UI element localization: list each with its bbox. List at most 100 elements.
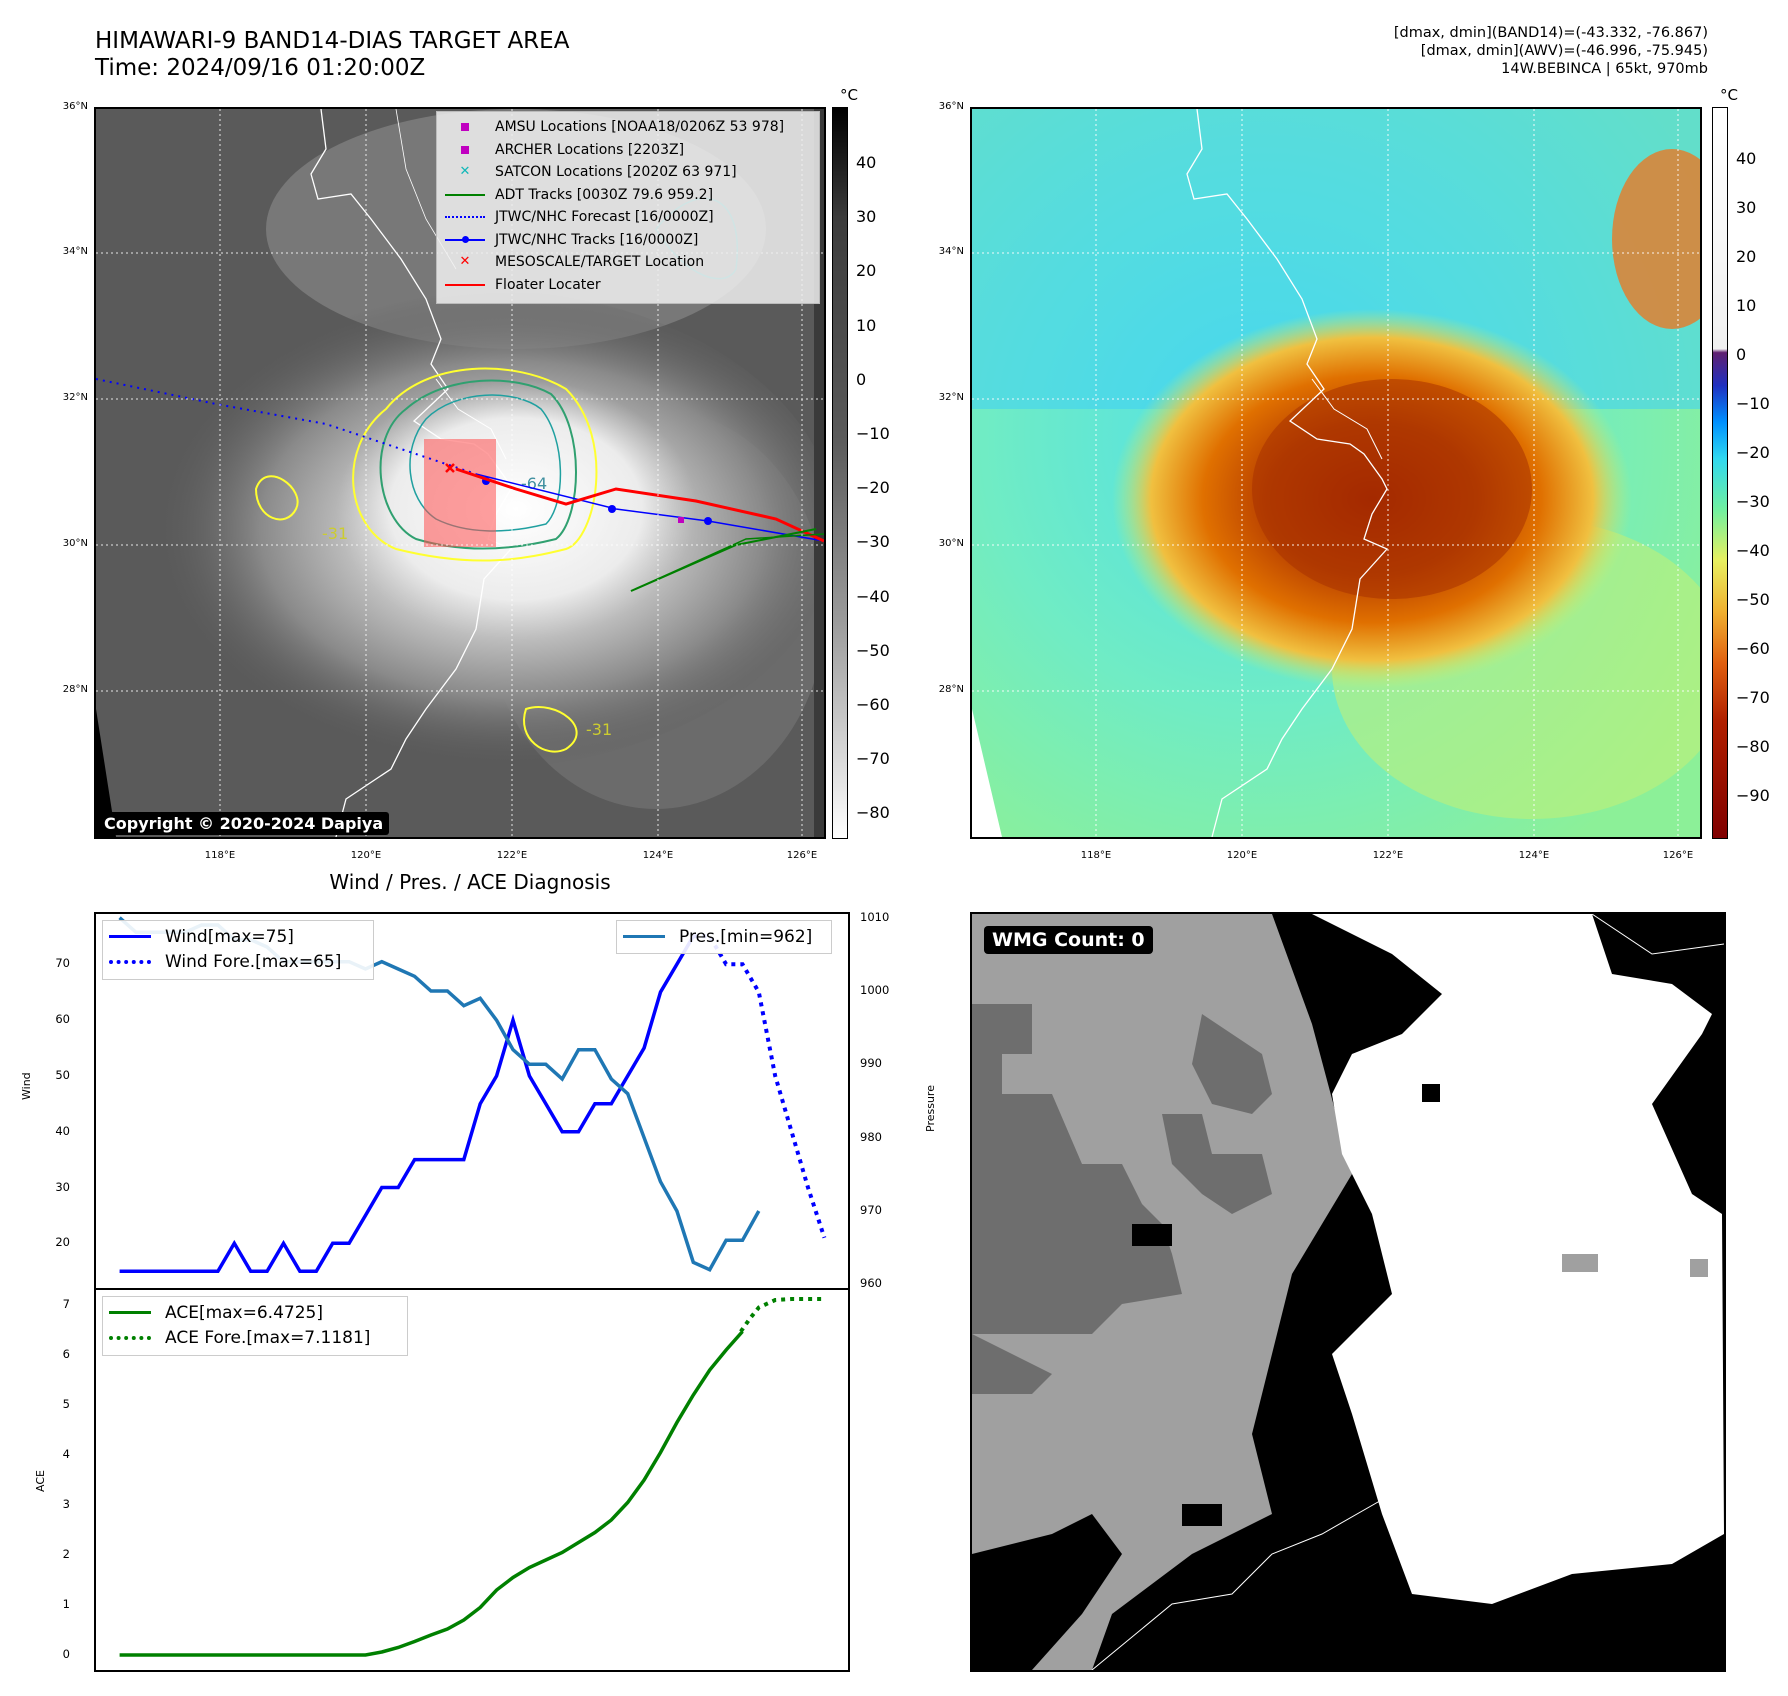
legend-label: Wind[max=75] [165, 926, 294, 947]
legend-label: ARCHER Locations [2203Z] [495, 141, 685, 158]
y-tick-label: 990 [860, 1056, 882, 1071]
jtwc-track [475, 473, 824, 542]
legend-label: MESOSCALE/TARGET Location [495, 254, 705, 271]
legend-label: JTWC/NHC Tracks [16/0000Z] [495, 231, 699, 248]
legend-item-wind-forecast: Wind Fore.[max=65] [109, 949, 367, 974]
colorbar-tick-label: −10 [856, 424, 890, 443]
wind-ylabel: Wind [20, 1072, 33, 1100]
legend-label: ACE[max=6.4725] [165, 1302, 323, 1323]
lat-label: 32°N [62, 392, 88, 403]
y-tick-label: 1010 [860, 909, 890, 924]
y-tick-label: 4 [62, 1447, 70, 1461]
diagnosis-chart [94, 912, 850, 1672]
y-tick-label: 0 [62, 1647, 70, 1661]
legend-item-ace-forecast: ACE Fore.[max=7.1181] [109, 1325, 401, 1350]
colorbar-right [1712, 107, 1728, 839]
x-marker-icon: ✕ [459, 164, 471, 180]
colorbar-tick-label: 30 [1736, 198, 1757, 217]
colorbar-tick-label: −70 [1736, 688, 1770, 707]
colorbar-tick-label: 30 [856, 207, 877, 227]
ace-ylabel: ACE [34, 1470, 47, 1492]
colorbar-tick-label: −30 [856, 532, 890, 552]
line-icon [443, 278, 487, 292]
awv-map-image [972, 109, 1700, 837]
lon-label: 120°E [1226, 850, 1258, 861]
square-marker-icon [443, 143, 487, 157]
lat-label: 34°N [938, 246, 964, 257]
line-icon [109, 1311, 151, 1314]
legend-label: JTWC/NHC Forecast [16/0000Z] [495, 209, 714, 226]
y-tick-label: 5 [62, 1397, 70, 1411]
legend-label: AMSU Locations [NOAA18/0206Z 53 978] [495, 119, 785, 136]
legend-label: ACE Fore.[max=7.1181] [165, 1327, 371, 1348]
lon-label: 126°E [786, 850, 818, 861]
y-tick-label: 3 [62, 1497, 70, 1511]
y-tick-label: 970 [860, 1203, 882, 1217]
pres-legend: Pres.[min=962] [616, 920, 832, 954]
contour-label: -64 [521, 474, 547, 493]
colorbar-tick-label: 20 [856, 261, 877, 281]
colorbar-unit: °C [1720, 86, 1738, 104]
line-icon [109, 935, 151, 938]
info-awv: [dmax, dmin](AWV)=(-46.996, -75.945) [1420, 43, 1708, 59]
line-icon [443, 188, 487, 202]
x-marker-icon: ✕ [459, 254, 471, 270]
lon-label: 126°E [1662, 850, 1694, 861]
legend-label: Pres.[min=962] [679, 926, 813, 947]
y-tick-label: 1000 [860, 983, 890, 997]
colorbar-tick-label: −90 [1736, 786, 1770, 805]
y-tick-label: 20 [55, 1235, 70, 1250]
line-icon [623, 935, 665, 938]
colorbar-tick-label: −50 [856, 640, 890, 660]
colorbar-tick-label: −80 [1736, 737, 1770, 756]
y-tick-label: 30 [55, 1179, 70, 1194]
wind-legend: Wind[max=75] Wind Fore.[max=65] [102, 920, 374, 980]
wmg-count-badge: WMG Count: 0 [984, 926, 1153, 954]
colorbar-tick-label: 10 [1736, 296, 1757, 315]
legend-item-pressure: Pres.[min=962] [623, 924, 825, 949]
lat-label: 32°N [938, 392, 964, 403]
lon-label: 120°E [350, 850, 382, 861]
legend-label: Floater Locater [495, 276, 601, 293]
colorbar-tick-label: 10 [856, 315, 877, 335]
target-marker [445, 463, 455, 473]
lat-label: 28°N [938, 684, 964, 695]
lat-label: 36°N [62, 101, 88, 112]
legend-item-jtwc-forecast: JTWC/NHC Forecast [16/0000Z] [443, 206, 813, 229]
legend-item-amsu: AMSU Locations [NOAA18/0206Z 53 978] [443, 116, 813, 139]
dotted-line-icon [109, 1335, 151, 1340]
figure-title: HIMAWARI-9 BAND14-DIAS TARGET AREA [95, 28, 570, 54]
y-tick-label: 2 [62, 1547, 70, 1561]
lon-label: 122°E [1372, 850, 1404, 861]
info-storm: 14W.BEBINCA | 65kt, 970mb [1501, 61, 1708, 77]
y-tick-label: 70 [55, 956, 70, 971]
jtwc-forecast-track [96, 378, 477, 475]
lon-label: 118°E [1080, 850, 1112, 861]
colorbar-tick-label: −20 [1736, 443, 1770, 462]
lat-label: 36°N [938, 101, 964, 112]
legend-label: Wind Fore.[max=65] [165, 951, 342, 972]
y-tick-label: 40 [55, 1123, 70, 1138]
legend-item-wind: Wind[max=75] [109, 924, 367, 949]
colorbar-tick-label: 20 [1736, 247, 1757, 266]
pres-ylabel: Pressure [924, 1085, 937, 1132]
y-tick-label: 7 [62, 1297, 70, 1311]
colorbar-tick-label: −30 [1736, 492, 1770, 511]
diagnosis-title: Wind / Pres. / ACE Diagnosis [329, 870, 611, 894]
lon-label: 124°E [642, 850, 674, 861]
lat-label: 28°N [62, 684, 88, 695]
colorbar-tick-label: 0 [1736, 345, 1747, 364]
colorbar-tick-label: −70 [856, 749, 890, 769]
lon-label: 124°E [1518, 850, 1550, 861]
lat-label: 30°N [62, 538, 88, 549]
legend-label: ADT Tracks [0030Z 79.6 959.2] [495, 186, 714, 203]
colorbar-tick-label: −80 [856, 803, 890, 823]
figure-time: Time: 2024/09/16 01:20:00Z [95, 55, 426, 81]
legend-item-archer: ARCHER Locations [2203Z] [443, 139, 813, 162]
lat-label: 34°N [62, 246, 88, 257]
amsu-marker [678, 517, 684, 523]
legend-item-ace: ACE[max=6.4725] [109, 1300, 401, 1325]
y-tick-label: 60 [55, 1012, 70, 1027]
colorbar-tick-label: −60 [856, 695, 890, 714]
colorbar-tick-label: −10 [1736, 394, 1770, 413]
